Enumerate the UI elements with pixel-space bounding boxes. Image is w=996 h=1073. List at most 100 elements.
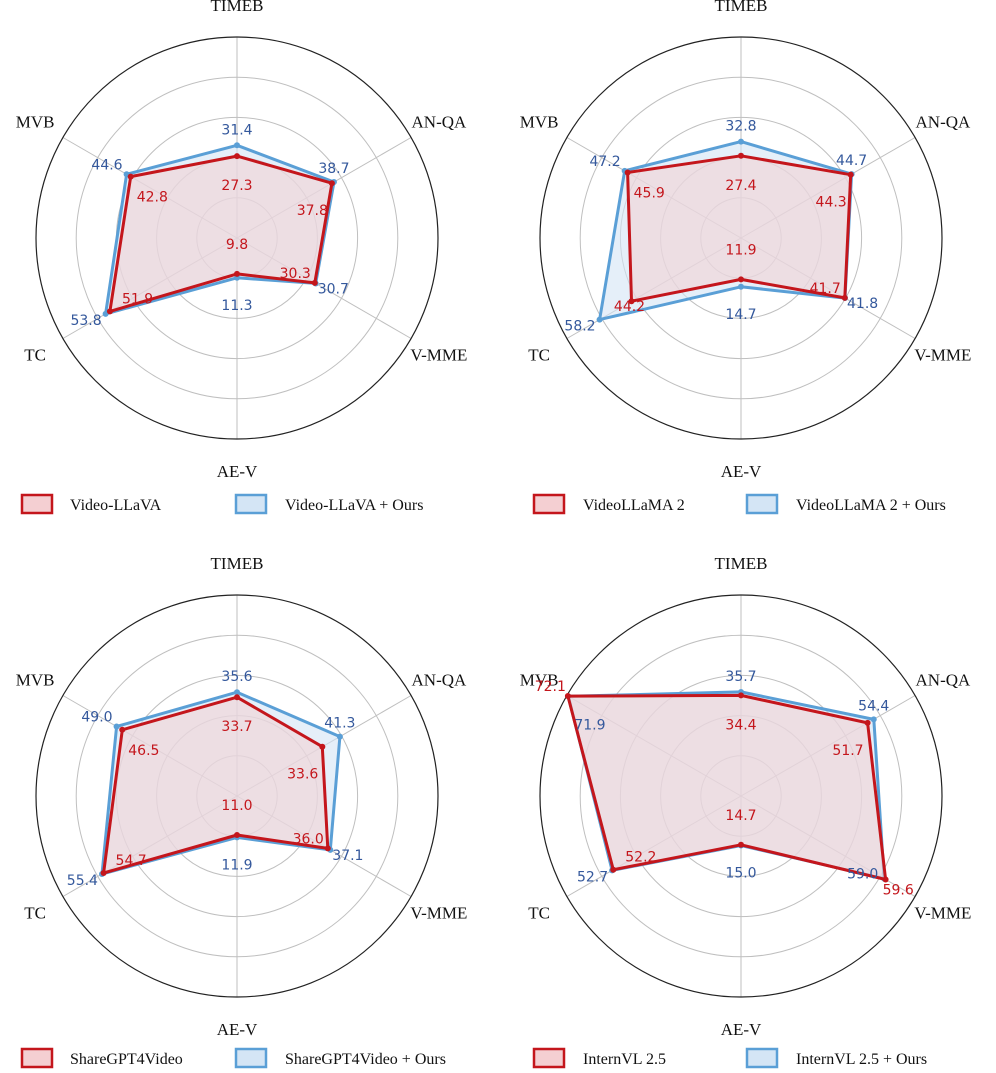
data-point-base: [234, 832, 240, 839]
legend-label-base: ShareGPT4Video: [70, 1051, 183, 1068]
value-label-base: 27.4: [725, 178, 756, 194]
data-point-base: [738, 152, 744, 159]
legend-swatch-ours: [745, 493, 779, 515]
data-point-base: [234, 153, 240, 160]
value-label-ours: 35.7: [725, 669, 756, 685]
value-label-base: 11.0: [221, 798, 252, 814]
value-label-ours: 14.7: [725, 307, 756, 323]
value-label-base: 14.7: [725, 808, 756, 824]
value-label-base: 72.1: [535, 679, 566, 695]
axis-label-timeb: TIMEB: [211, 554, 264, 573]
legend: InternVL 2.5 InternVL 2.5 + Ours: [532, 1047, 927, 1069]
data-point-base: [127, 173, 134, 180]
axis-label-ae-v: AE-V: [721, 462, 762, 481]
data-point-base: [106, 308, 113, 315]
axis-label-tc: TC: [528, 346, 550, 365]
axis-label-tc: TC: [528, 904, 550, 923]
value-label-base: 37.8: [297, 203, 328, 219]
data-point-base: [319, 743, 326, 750]
value-label-ours: 58.2: [564, 319, 595, 335]
axis-label-ae-v: AE-V: [217, 462, 258, 481]
value-label-base: 42.8: [137, 190, 168, 206]
value-label-ours: 32.8: [725, 119, 756, 135]
value-label-ours: 59.0: [847, 867, 878, 883]
axis-label-an-qa: AN-QA: [916, 112, 971, 131]
axis-label-timeb: TIMEB: [211, 0, 264, 15]
value-label-base: 59.6: [883, 882, 914, 898]
legend-swatch-ours: [745, 1047, 779, 1069]
axis-label-ae-v: AE-V: [721, 1020, 762, 1039]
value-label-base: 33.7: [221, 719, 252, 735]
data-point-ours: [870, 716, 877, 723]
axis-label-mvb: MVB: [520, 112, 559, 131]
data-point-ours: [102, 310, 109, 317]
legend-swatch-ours: [234, 1047, 268, 1069]
value-label-ours: 55.4: [67, 873, 98, 889]
data-point-base: [847, 171, 854, 178]
axis-label-v-mme: V-MME: [914, 346, 971, 365]
outer-frame: [539, 594, 943, 998]
value-label-ours: 31.4: [221, 122, 252, 138]
legend-swatch-base: [20, 493, 54, 515]
value-label-ours: 30.7: [318, 281, 349, 297]
outer-frame: [35, 594, 439, 998]
data-point-base: [311, 279, 318, 286]
data-point-ours: [738, 138, 744, 145]
value-label-base: 33.6: [287, 767, 318, 783]
legend: Video-LLaVA Video-LLaVA + Ours: [20, 493, 423, 515]
data-point-ours: [234, 689, 240, 696]
legend: ShareGPT4Video ShareGPT4Video + Ours: [20, 1047, 446, 1069]
legend-label-base: InternVL 2.5: [583, 1051, 666, 1068]
value-label-ours: 11.9: [221, 857, 252, 873]
outer-frame: [35, 36, 439, 440]
axis-label-an-qa: AN-QA: [412, 112, 467, 131]
data-point-ours: [113, 723, 120, 730]
axis-label-an-qa: AN-QA: [412, 670, 467, 689]
value-label-ours: 38.7: [318, 161, 349, 177]
value-label-ours: 53.8: [70, 313, 101, 329]
value-label-ours: 35.6: [221, 669, 252, 685]
value-label-ours: 52.7: [577, 869, 608, 885]
data-point-ours: [596, 316, 603, 323]
value-label-base: 27.3: [221, 178, 252, 194]
axis-label-tc: TC: [24, 904, 46, 923]
axis-label-an-qa: AN-QA: [916, 670, 971, 689]
data-point-base: [628, 298, 635, 305]
value-label-ours: 41.8: [847, 296, 878, 312]
axis-label-ae-v: AE-V: [217, 1020, 258, 1039]
data-point-base: [234, 694, 240, 701]
value-label-base: 52.2: [625, 850, 656, 866]
data-point-base: [738, 841, 744, 848]
data-point-base: [100, 870, 107, 877]
legend-label-ours: ShareGPT4Video + Ours: [285, 1051, 446, 1068]
value-label-ours: 37.1: [332, 848, 363, 864]
value-label-ours: 15.0: [725, 866, 756, 882]
value-label-ours: 71.9: [574, 717, 605, 733]
data-point-ours: [336, 733, 343, 740]
outer-frame: [539, 36, 943, 440]
legend: VideoLLaMA 2 VideoLLaMA 2 + Ours: [532, 493, 946, 515]
value-label-ours: 49.0: [81, 709, 112, 725]
data-point-base: [119, 726, 126, 733]
data-point-base: [328, 180, 335, 187]
legend-swatch-base: [532, 493, 566, 515]
radar-chart-1: TIMEB AN-QA V-MME AE-V TC MVB 27.3 37.8 30.3 9.8 5…: [16, 0, 467, 515]
data-point-base: [882, 876, 889, 883]
data-point-base: [610, 866, 617, 873]
value-label-base: 11.9: [725, 242, 756, 258]
value-label-base: 51.9: [122, 291, 153, 307]
axis-label-v-mme: V-MME: [410, 904, 467, 923]
data-point-ours: [234, 142, 240, 149]
legend-swatch-ours: [234, 493, 268, 515]
data-point-ours: [738, 283, 744, 290]
legend-swatch-base: [20, 1047, 54, 1069]
legend-label-ours: VideoLLaMA 2 + Ours: [796, 497, 946, 514]
axis-label-v-mme: V-MME: [914, 904, 971, 923]
legend-label-ours: Video-LLaVA + Ours: [285, 497, 423, 514]
axis-label-timeb: TIMEB: [715, 0, 768, 15]
value-label-ours: 44.6: [91, 157, 122, 173]
value-label-base: 51.7: [832, 743, 863, 759]
value-label-ours: 41.3: [324, 716, 355, 732]
axis-label-mvb: MVB: [16, 670, 55, 689]
